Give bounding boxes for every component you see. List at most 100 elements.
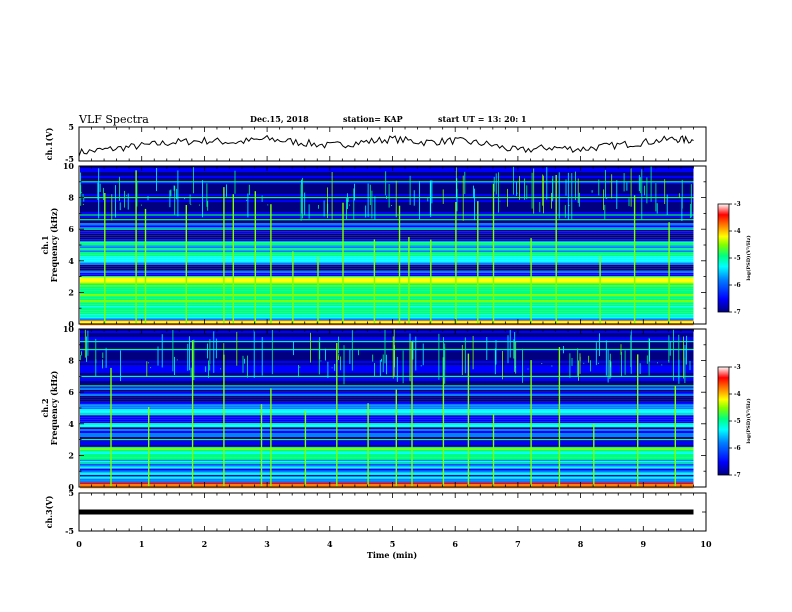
spectrogram-band [80, 218, 694, 220]
x-tick-label: 8 [578, 539, 584, 549]
spectrogram-streak [320, 360, 322, 362]
spectrogram-streak [690, 184, 692, 218]
spectrogram-streak [624, 350, 626, 375]
spectrogram-streak [533, 168, 535, 214]
spectrogram-band [80, 260, 694, 263]
spectrogram-streak [552, 175, 554, 200]
spectrogram-band [80, 449, 694, 452]
spectrogram-streak [207, 343, 208, 359]
spectrogram-streak [499, 200, 501, 202]
spectrogram-band [80, 235, 694, 238]
x-axis: 0 1 2 3 4 5 6 7 8 9 10 [76, 539, 712, 549]
spectrogram-streak [577, 348, 579, 376]
colorbar-tick-label: -3 [734, 201, 741, 208]
spectrogram-streak [174, 356, 175, 375]
colorbar-ch1: -3 -4 -5 -6 -7 log(PSD)(V²/Hz) [717, 201, 752, 316]
spectrogram-band [80, 233, 694, 236]
spectrogram-streak [365, 205, 367, 218]
spectrogram-band [80, 166, 694, 168]
spectrogram-streak [347, 197, 349, 203]
spectrogram-streak [422, 343, 424, 366]
spectrogram-band [80, 276, 694, 279]
colorbar-ch1-label: log(PSD)(V²/Hz) [745, 235, 752, 280]
freq-tick-label: 6 [68, 224, 74, 234]
spectrogram-impulse [411, 341, 413, 487]
spectrogram-streak [681, 179, 683, 209]
spectrogram-impulse [185, 205, 187, 324]
freq-tick-label: 2 [68, 450, 74, 460]
spectrogram-band [80, 431, 694, 433]
spectrogram-streak [170, 189, 172, 197]
spectrogram-streak [236, 331, 238, 366]
spectrogram-band [80, 239, 694, 242]
spectrogram-impulse [191, 340, 194, 487]
spectrogram-streak [442, 189, 444, 204]
spectrogram-streak [261, 195, 263, 202]
spectrogram-streak [354, 183, 355, 201]
spectrogram-streak [409, 175, 411, 205]
spectrogram-band [80, 223, 694, 226]
spectrogram-impulse [430, 239, 432, 324]
spectrogram-band [80, 403, 694, 406]
spectrogram-streak [462, 175, 464, 221]
spectrogram-band [80, 415, 694, 418]
spectrogram-streak [374, 196, 376, 220]
colorbar-tick-label: -5 [734, 255, 741, 262]
colorbar-tick-label: -3 [734, 364, 741, 371]
spectrogram-streak [82, 193, 84, 198]
spectrogram-impulse [492, 183, 495, 324]
spectrogram-band [80, 417, 694, 420]
x-tick-label: 5 [390, 539, 396, 549]
freq-tick-label: 8 [68, 356, 74, 366]
x-tick-label: 0 [76, 539, 82, 549]
spectrogram-streak [649, 339, 650, 362]
spectrogram-streak [507, 188, 508, 207]
spectrogram-impulse [104, 193, 106, 324]
spectrogram-streak [438, 333, 440, 380]
spectrogram-streak [577, 178, 579, 203]
spectrogram-streak [513, 166, 514, 195]
spectrogram-streak [176, 188, 178, 200]
spectrogram-band [80, 447, 694, 450]
figure-title: VLF Spectra [78, 113, 149, 126]
spectrogram-streak [551, 192, 552, 209]
spectrogram-band [80, 476, 694, 479]
spectrogram-line [80, 348, 694, 351]
x-tick-label: 1 [139, 539, 145, 549]
spectrogram-band [80, 286, 694, 289]
spectrogram-band [80, 474, 694, 477]
spectrogram-streak [591, 190, 593, 193]
spectrogram-streak [161, 334, 163, 368]
spectrogram-streak [464, 171, 466, 194]
spectrogram-impulse [270, 388, 272, 487]
spectrogram-streak [639, 363, 641, 374]
spectrogram-impulse [135, 170, 137, 324]
spectrogram-streak [84, 329, 86, 358]
spectrogram-impulse [110, 367, 112, 487]
spectrogram-streak [412, 340, 414, 360]
spectrogram-impulse [674, 385, 676, 487]
spectrogram-streak [531, 172, 533, 209]
spectrogram-streak [684, 357, 686, 383]
freq-tick-label: 4 [68, 256, 74, 266]
ch2-spectrogram-panel: 0 2 4 6 8 10 ch.2 Frequency (kHz) [40, 324, 707, 492]
spectrogram-line [80, 283, 694, 286]
ch1-ytick-bottom: -5 [65, 154, 74, 164]
spectrogram-impulse [342, 202, 344, 324]
spectrogram-band [80, 429, 694, 431]
spectrogram-streak [172, 330, 174, 372]
spectrogram-band [80, 347, 694, 349]
spectrogram-streak [606, 198, 608, 199]
spectrogram-impulse [668, 222, 670, 324]
spectrogram-streak [157, 346, 159, 366]
spectrogram-streak [444, 343, 446, 384]
spectrogram-streak [516, 192, 518, 194]
spectrogram-streak [79, 355, 81, 361]
spectrogram-streak [382, 354, 384, 373]
spectrogram-streak [623, 173, 625, 192]
spectrogram-band [80, 268, 694, 271]
spectrogram-band [80, 306, 694, 309]
ch2-spec-freq-label: Frequency (kHz) [49, 370, 59, 445]
spectrogram-streak [605, 340, 607, 376]
spectrogram-streak [176, 359, 178, 361]
